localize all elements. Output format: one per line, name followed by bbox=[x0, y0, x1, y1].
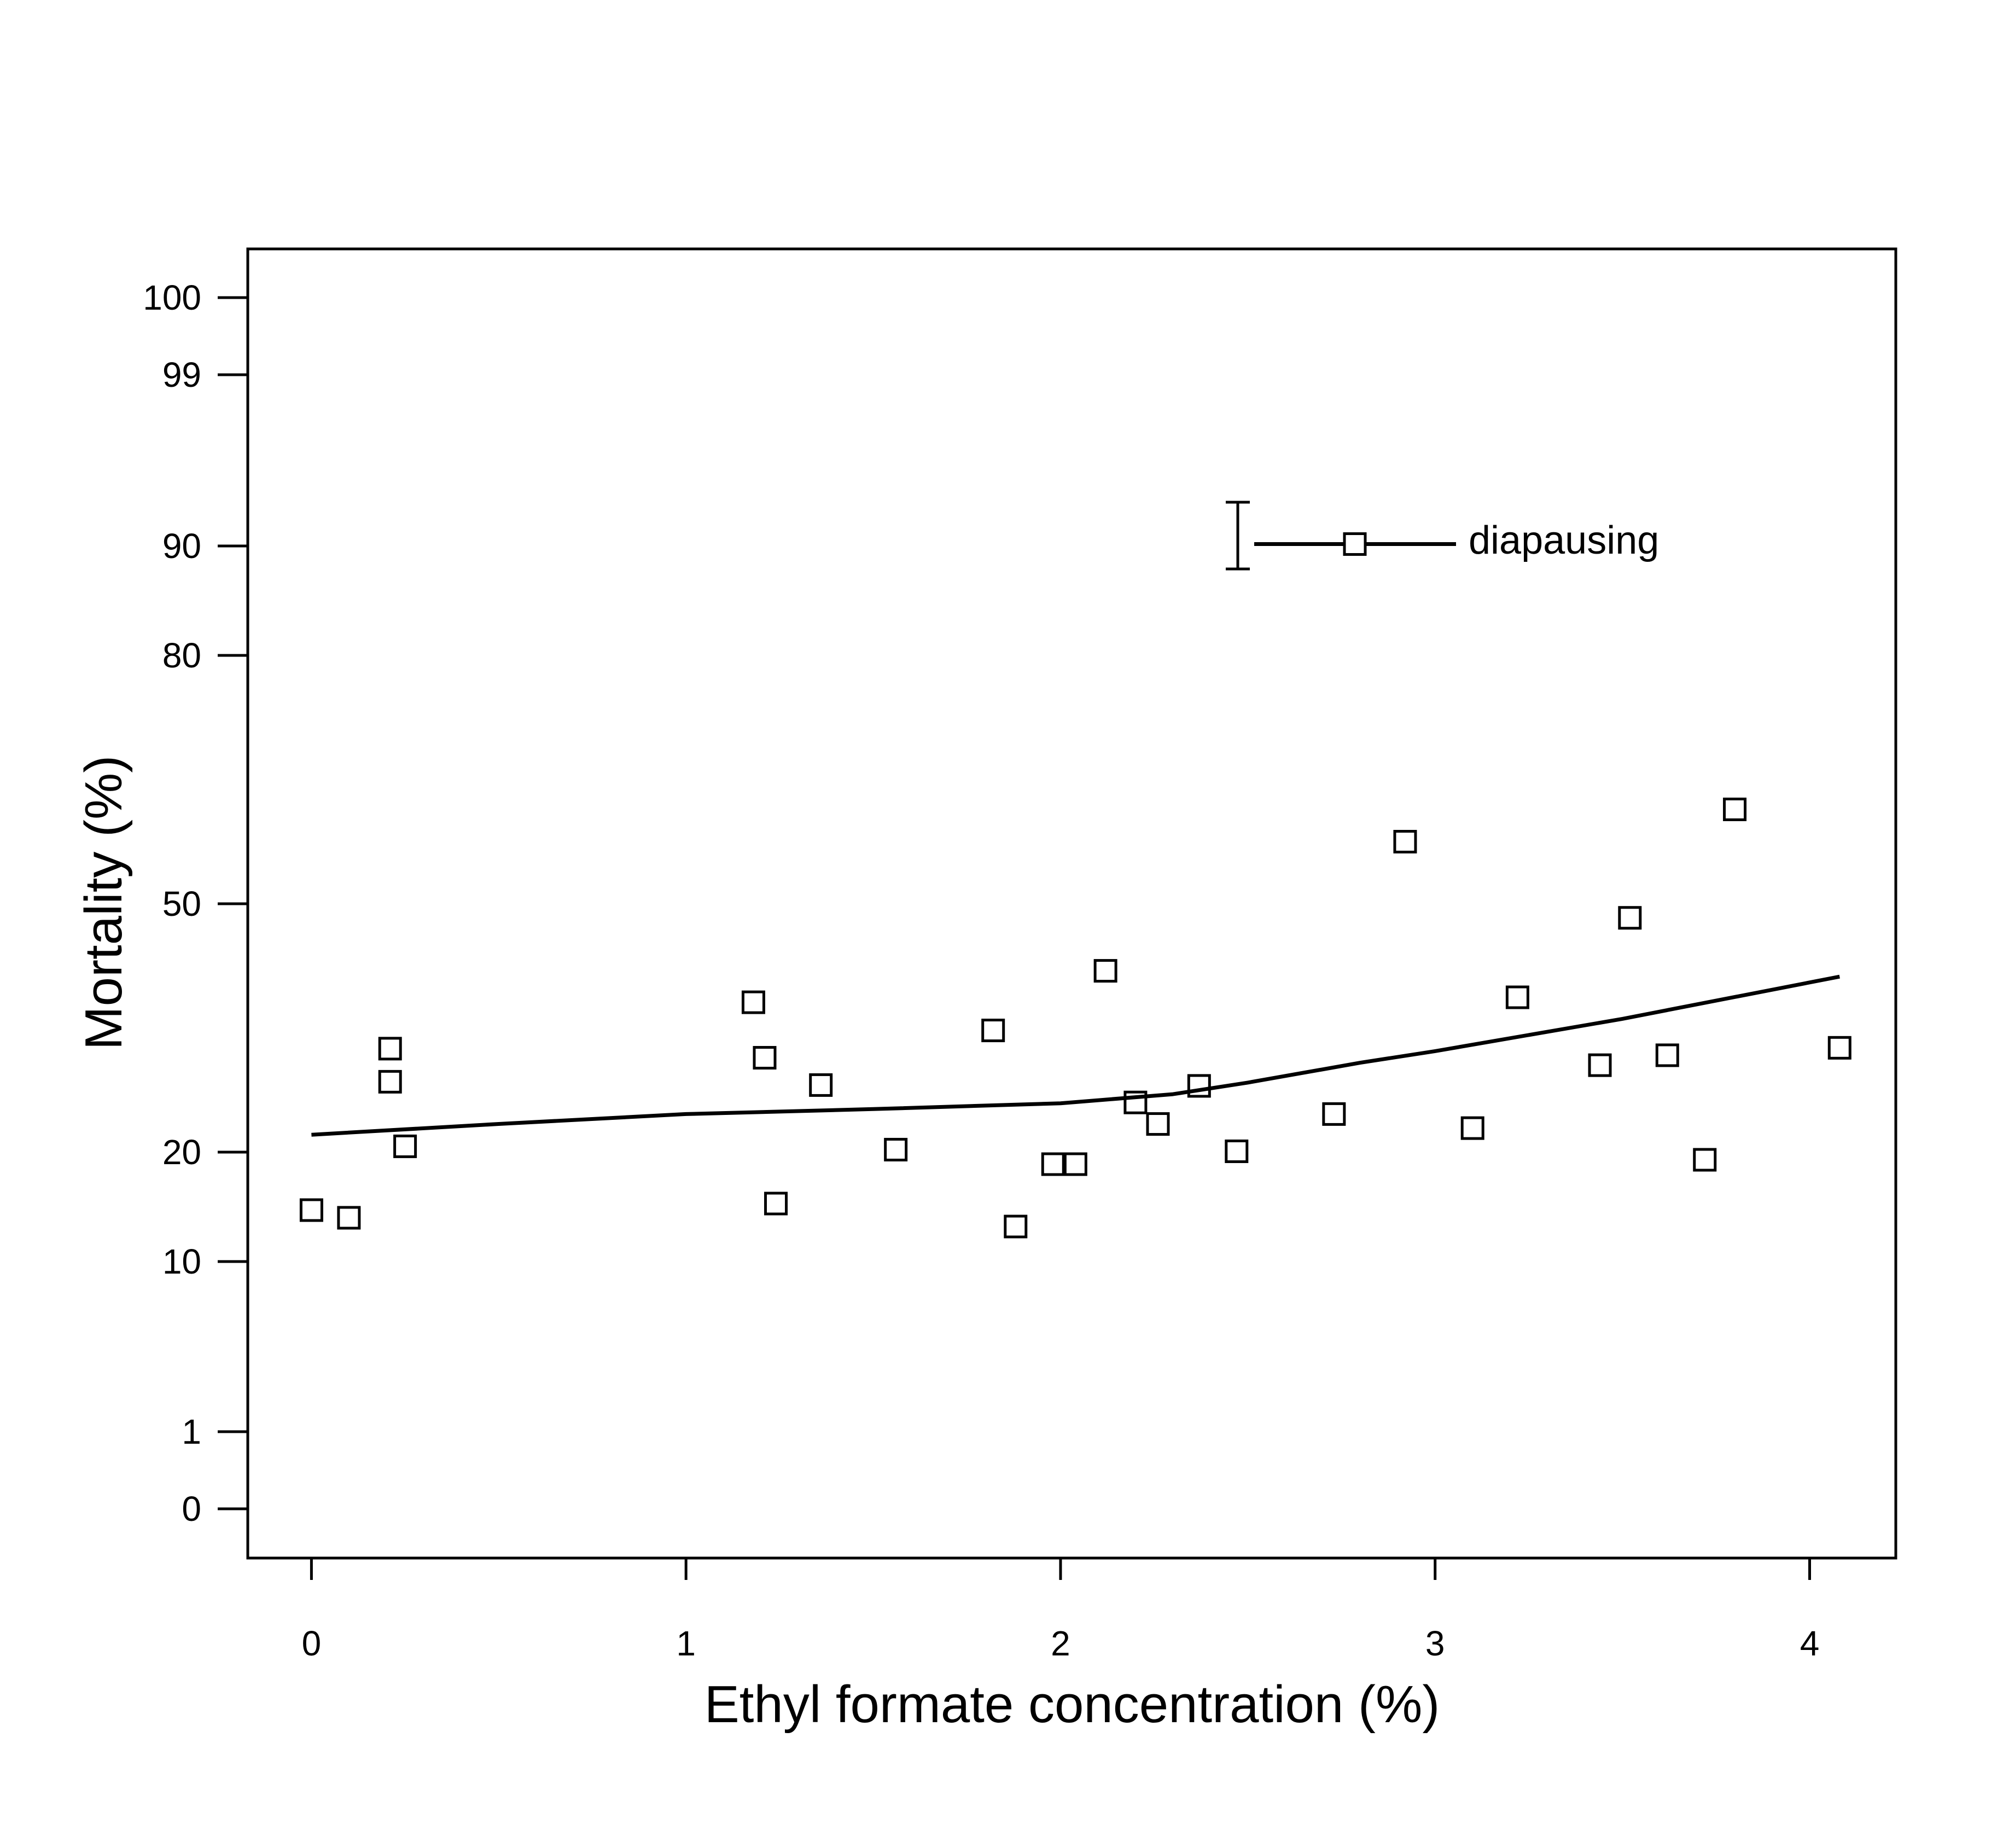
data-point bbox=[1146, 1112, 1170, 1136]
plot-frame bbox=[246, 247, 1897, 1560]
data-point bbox=[299, 1198, 323, 1222]
data-point bbox=[378, 1070, 402, 1094]
legend-label: diapausing bbox=[1469, 519, 1659, 562]
data-point bbox=[1588, 1053, 1612, 1077]
x-tick-label: 3 bbox=[1425, 1624, 1445, 1663]
data-point bbox=[1041, 1152, 1065, 1176]
data-point bbox=[1827, 1036, 1851, 1060]
x-axis: 0 1 2 3 4 bbox=[302, 1558, 1820, 1663]
data-point bbox=[1393, 830, 1417, 853]
fitted-line-layer bbox=[311, 974, 1840, 1137]
data-point bbox=[1004, 1214, 1028, 1239]
y-tick-label: 20 bbox=[162, 1132, 201, 1172]
data-point bbox=[884, 1137, 908, 1161]
data-points bbox=[299, 797, 1851, 1239]
data-point bbox=[1187, 1074, 1211, 1098]
data-point bbox=[1618, 906, 1642, 930]
data-point bbox=[1123, 1090, 1148, 1114]
x-tick-label: 4 bbox=[1800, 1624, 1820, 1663]
y-tick-label: 50 bbox=[162, 884, 201, 923]
x-tick-label: 2 bbox=[1051, 1624, 1070, 1663]
data-point bbox=[809, 1073, 833, 1097]
data-point bbox=[1723, 797, 1747, 821]
y-tick-label: 10 bbox=[162, 1242, 201, 1281]
legend-marker bbox=[1343, 532, 1367, 556]
data-point bbox=[1693, 1148, 1717, 1172]
data-point bbox=[1505, 985, 1529, 1009]
legend: diapausing bbox=[1226, 501, 1659, 571]
data-point bbox=[1063, 1152, 1087, 1176]
y-tick-label: 90 bbox=[162, 526, 201, 566]
data-point bbox=[1093, 959, 1117, 983]
data-point bbox=[337, 1206, 361, 1230]
y-axis: 0 1 10 20 50 80 90 99 100 bbox=[143, 278, 248, 1529]
x-axis-title: Ethyl formate concentration (%) bbox=[704, 1675, 1440, 1734]
y-tick-label: 0 bbox=[182, 1489, 201, 1529]
fitted-line bbox=[311, 974, 1840, 1137]
data-point bbox=[981, 1019, 1005, 1043]
data-point bbox=[764, 1192, 788, 1216]
data-point bbox=[1655, 1043, 1679, 1067]
y-tick-label: 1 bbox=[182, 1412, 201, 1451]
data-point bbox=[1225, 1139, 1249, 1163]
x-tick-label: 0 bbox=[302, 1624, 322, 1663]
x-tick-label: 1 bbox=[676, 1624, 696, 1663]
data-point bbox=[393, 1134, 417, 1158]
data-point bbox=[1322, 1102, 1346, 1126]
data-point bbox=[741, 990, 765, 1014]
data-point bbox=[1460, 1116, 1484, 1140]
data-point bbox=[753, 1045, 777, 1070]
y-tick-label: 100 bbox=[143, 278, 201, 317]
data-point bbox=[378, 1037, 402, 1061]
y-tick-label: 80 bbox=[162, 636, 201, 675]
y-axis-title: Mortality (%) bbox=[74, 756, 133, 1050]
y-tick-label: 99 bbox=[162, 355, 201, 394]
